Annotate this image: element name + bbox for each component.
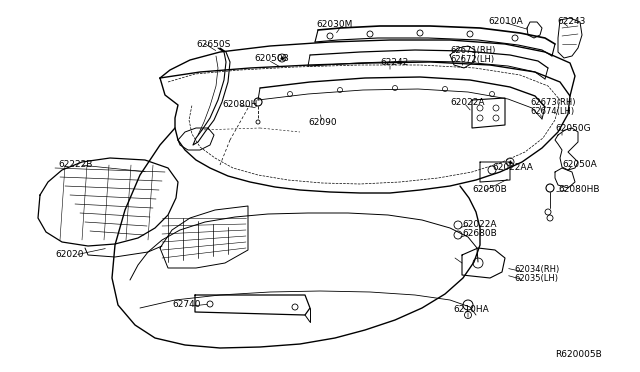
Text: 62050G: 62050G — [555, 124, 591, 133]
Circle shape — [465, 311, 472, 318]
Text: 62022A: 62022A — [462, 220, 497, 229]
Text: 62242: 62242 — [380, 58, 408, 67]
Text: 62050B: 62050B — [254, 54, 289, 63]
Text: 62034(RH): 62034(RH) — [514, 265, 559, 274]
Text: 62243: 62243 — [557, 17, 586, 26]
Text: 62674(LH): 62674(LH) — [530, 107, 574, 116]
Text: 62010A: 62010A — [488, 17, 523, 26]
Text: 62050A: 62050A — [562, 160, 596, 169]
Text: 62671(RH): 62671(RH) — [450, 46, 495, 55]
Text: 62090: 62090 — [308, 118, 337, 127]
Text: 6210HA: 6210HA — [453, 305, 489, 314]
Text: 62080H: 62080H — [222, 100, 257, 109]
Text: 62022AA: 62022AA — [492, 163, 533, 172]
Text: 62650S: 62650S — [196, 40, 230, 49]
Text: 62672(LH): 62672(LH) — [450, 55, 494, 64]
Circle shape — [256, 120, 260, 124]
Text: 62740: 62740 — [172, 300, 200, 309]
Text: 62050B: 62050B — [472, 185, 507, 194]
Text: 62030M: 62030M — [316, 20, 353, 29]
Text: 62673(RH): 62673(RH) — [530, 98, 575, 107]
Text: 62680B: 62680B — [462, 229, 497, 238]
Text: R620005B: R620005B — [555, 350, 602, 359]
Text: 62020: 62020 — [55, 250, 83, 259]
Text: 62022A: 62022A — [450, 98, 484, 107]
Text: 62035(LH): 62035(LH) — [514, 274, 558, 283]
Circle shape — [547, 215, 553, 221]
Text: 62222B: 62222B — [58, 160, 92, 169]
Text: 62080HB: 62080HB — [558, 185, 600, 194]
